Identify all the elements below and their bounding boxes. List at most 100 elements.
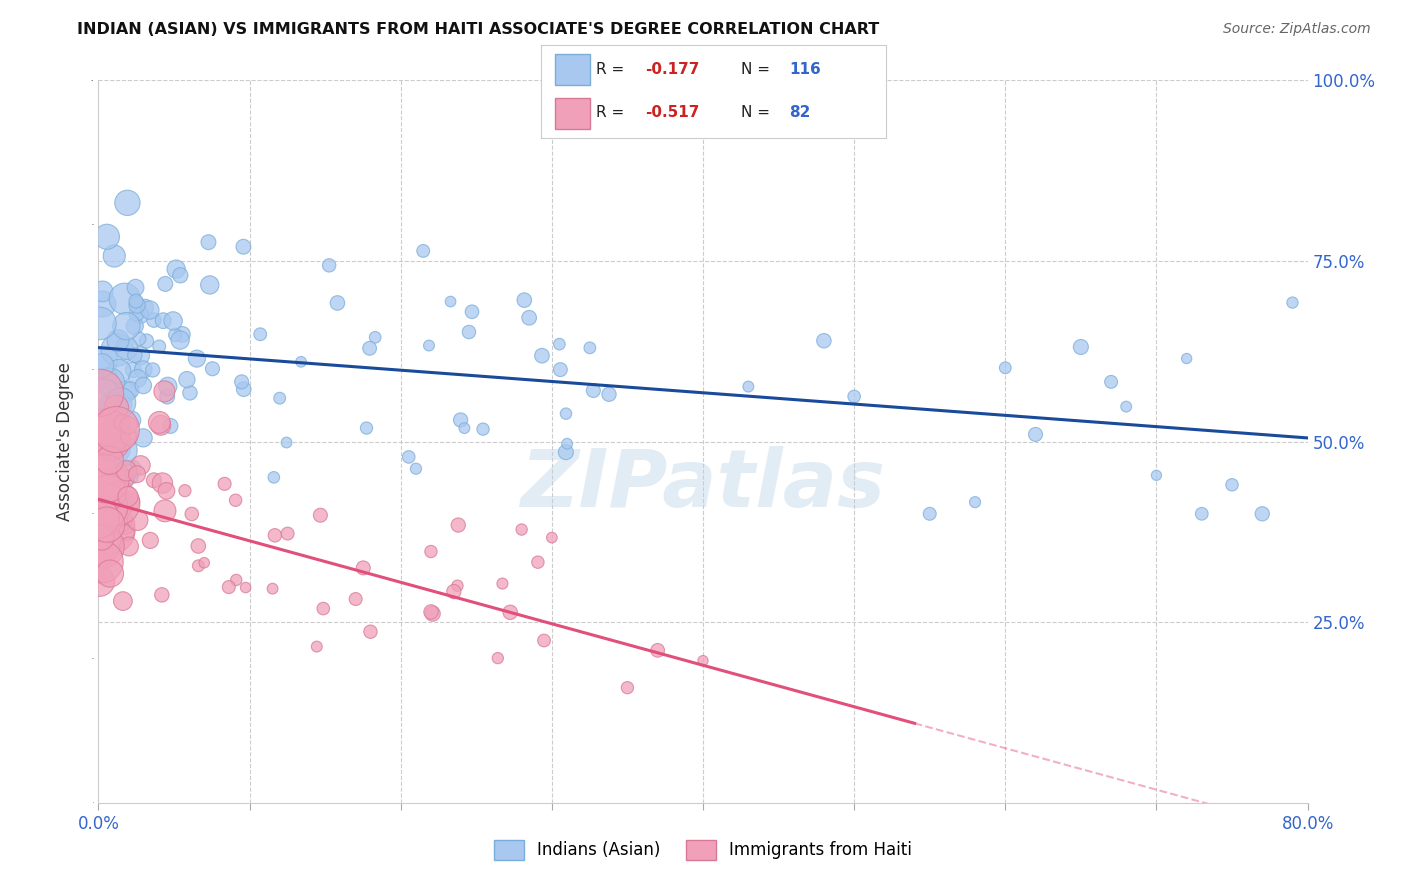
Point — [139, 533, 162, 548]
Point — [359, 341, 381, 355]
Point — [187, 558, 209, 573]
Point — [127, 371, 149, 385]
Point — [110, 397, 132, 411]
Point — [107, 334, 129, 348]
Point — [737, 379, 759, 393]
Point — [117, 195, 139, 210]
Point — [554, 445, 576, 459]
Point — [142, 313, 165, 327]
Point — [1175, 351, 1198, 366]
Point — [439, 294, 461, 309]
Point — [134, 301, 156, 315]
Point — [148, 416, 170, 430]
Point — [93, 500, 115, 514]
Point — [90, 359, 112, 373]
Point — [101, 398, 124, 412]
Point — [412, 244, 434, 258]
Point — [276, 435, 298, 450]
Point — [96, 429, 118, 443]
Point — [461, 304, 484, 318]
Point — [121, 462, 143, 476]
Point — [155, 277, 177, 291]
Point — [555, 407, 578, 421]
Point — [472, 422, 495, 436]
Point — [398, 450, 420, 464]
Point — [994, 360, 1017, 375]
Point — [422, 607, 444, 621]
Point — [150, 588, 173, 602]
Point — [110, 443, 132, 458]
Point — [112, 516, 135, 531]
Point — [111, 416, 134, 430]
Text: Source: ZipAtlas.com: Source: ZipAtlas.com — [1223, 22, 1371, 37]
Point — [90, 530, 112, 544]
Point — [91, 555, 114, 569]
Text: R =: R = — [596, 105, 630, 120]
Point — [89, 574, 111, 589]
Point — [124, 281, 146, 295]
Point — [121, 413, 143, 427]
Bar — [555, 98, 589, 129]
Point — [813, 334, 835, 348]
Point — [326, 296, 349, 310]
Point — [174, 483, 197, 498]
Point — [965, 495, 987, 509]
Point — [120, 383, 142, 397]
Point — [128, 332, 150, 346]
Point — [115, 319, 138, 334]
Text: -0.177: -0.177 — [645, 62, 699, 78]
Point — [155, 483, 177, 498]
Point — [127, 513, 149, 527]
Point — [149, 418, 172, 433]
Point — [91, 297, 114, 311]
Point — [277, 526, 299, 541]
Point — [647, 643, 669, 657]
Point — [187, 539, 209, 553]
Point — [1024, 427, 1046, 442]
Point — [89, 535, 111, 549]
Point — [486, 651, 509, 665]
Point — [96, 517, 118, 532]
Point — [218, 580, 240, 594]
Point — [360, 624, 382, 639]
Point — [104, 442, 127, 456]
Point — [101, 422, 124, 436]
Point — [548, 337, 571, 351]
Point — [91, 353, 114, 368]
Point — [309, 508, 332, 523]
Text: N =: N = — [741, 62, 775, 78]
Point — [96, 425, 118, 439]
Point — [132, 362, 155, 376]
Point — [118, 540, 141, 554]
Point — [125, 307, 148, 321]
Point — [100, 434, 122, 449]
Point — [453, 421, 475, 435]
Point — [96, 229, 118, 244]
Point — [579, 341, 602, 355]
Point — [112, 472, 135, 486]
Point — [447, 518, 470, 533]
Point — [1251, 507, 1274, 521]
Point — [232, 382, 254, 396]
Point — [139, 303, 162, 318]
Point — [420, 605, 443, 619]
Point — [132, 431, 155, 445]
Point — [517, 310, 540, 325]
Point — [356, 421, 378, 435]
Point — [142, 473, 165, 487]
Point — [269, 391, 291, 405]
Point — [110, 396, 132, 410]
Point — [125, 298, 148, 312]
Point — [98, 566, 121, 581]
Point — [114, 292, 136, 306]
Point — [235, 581, 257, 595]
Text: -0.517: -0.517 — [645, 105, 699, 120]
Point — [262, 582, 284, 596]
Point — [510, 523, 533, 537]
Point — [142, 363, 165, 377]
Point — [197, 235, 219, 250]
Point — [616, 681, 638, 695]
Point — [692, 654, 714, 668]
Text: INDIAN (ASIAN) VS IMMIGRANTS FROM HAITI ASSOCIATE'S DEGREE CORRELATION CHART: INDIAN (ASIAN) VS IMMIGRANTS FROM HAITI … — [77, 22, 880, 37]
Text: R =: R = — [596, 62, 630, 78]
